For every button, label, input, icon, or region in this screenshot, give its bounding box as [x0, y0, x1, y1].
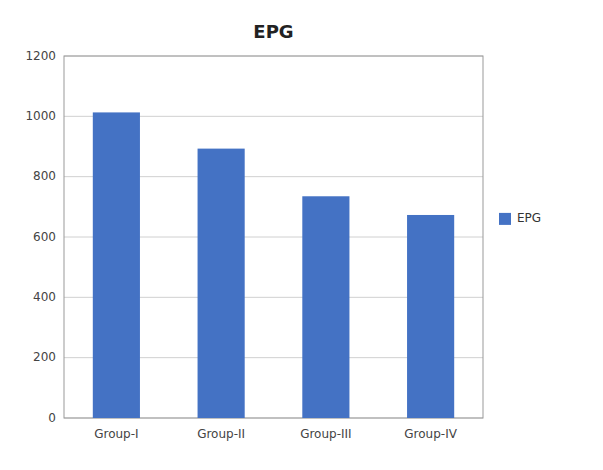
bar [198, 149, 245, 418]
x-tick-label: Group-IV [404, 427, 457, 441]
legend: EPG [499, 211, 541, 225]
chart-svg: 0 200 400 600 800 1000 1200 Group-I Group-II Grou… [0, 0, 603, 470]
chart-container: 0 200 400 600 800 1000 1200 Group-I Group-II Grou… [0, 0, 603, 470]
legend-label: EPG [517, 211, 541, 225]
legend-swatch [499, 213, 511, 225]
x-tick-label: Group-I [94, 427, 138, 441]
plot-frame [64, 56, 483, 418]
x-tick-label: Group-III [300, 427, 351, 441]
bar [407, 215, 454, 418]
y-tick-label: 0 [48, 411, 56, 425]
y-tick-label: 1200 [25, 49, 56, 63]
bar [93, 112, 140, 418]
x-tick-label: Group-II [197, 427, 245, 441]
bars [93, 112, 454, 418]
bar [302, 196, 349, 418]
y-tick-label: 800 [33, 169, 56, 183]
y-tick-label: 1000 [25, 109, 56, 123]
y-tick-label: 600 [33, 230, 56, 244]
title: EPG [253, 21, 293, 42]
y-tick-label: 400 [33, 290, 56, 304]
grid [64, 56, 483, 418]
y-tick-label: 200 [33, 350, 56, 364]
